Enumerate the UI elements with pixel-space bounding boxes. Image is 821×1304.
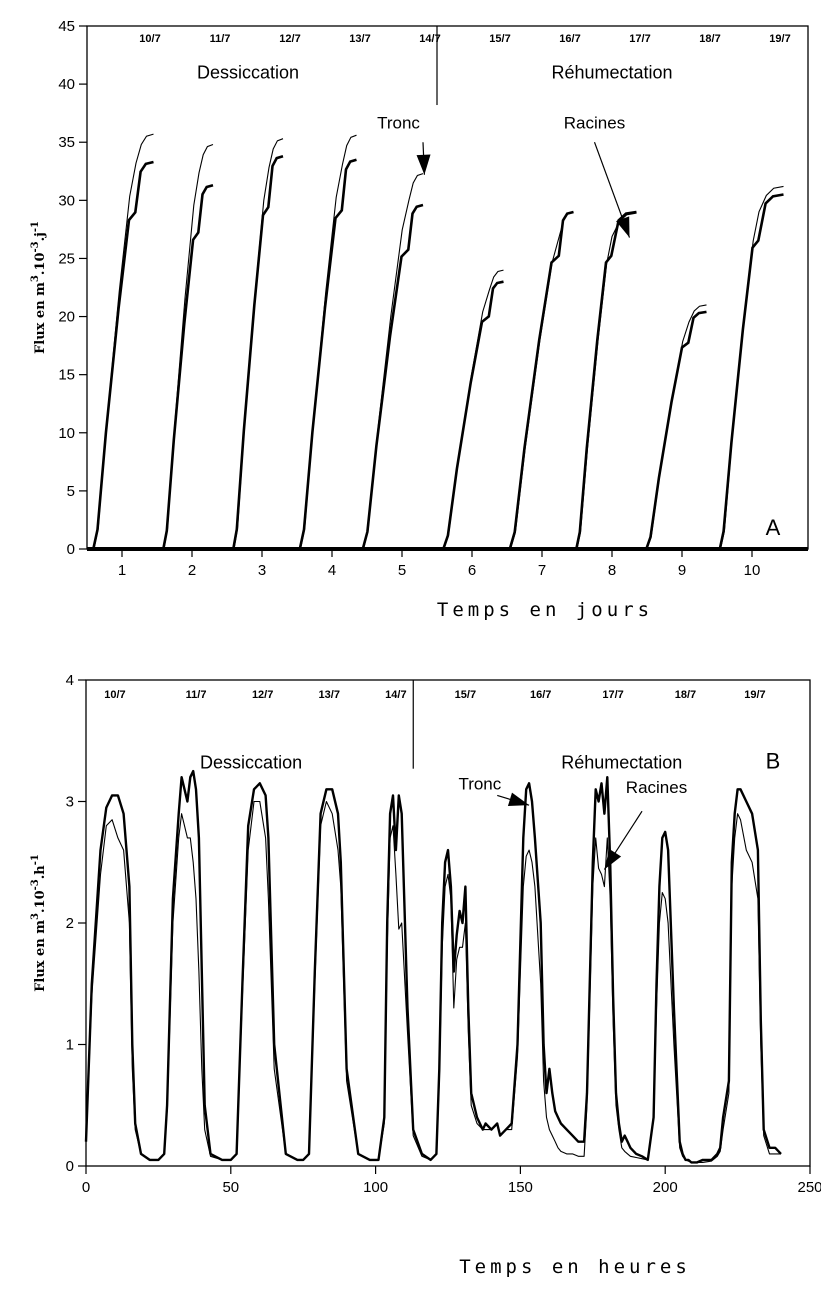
y-tick-label-b: 3 <box>66 794 74 811</box>
panel-letter-a: A <box>766 515 781 540</box>
curve-thick-day-3 <box>232 154 284 550</box>
annotation-label-b: Tronc <box>458 774 501 793</box>
y-tick-label-a: 20 <box>58 309 75 326</box>
annotation-arrow-b-head <box>604 848 622 870</box>
curve-thick-day-5 <box>361 203 424 550</box>
annotation-arrow-a-head <box>416 154 431 175</box>
y-tick-label-a: 15 <box>58 367 75 384</box>
date-label-b: 17/7 <box>602 689 623 701</box>
x-tick-label-a: 9 <box>678 562 686 579</box>
phase-label-a: Réhumectation <box>551 62 672 82</box>
y-axis-label-a: Flux en m3.10-3.j-1 <box>30 221 48 354</box>
x-tick-label-a: 8 <box>608 562 616 579</box>
y-tick-label-a: 5 <box>67 483 75 500</box>
date-label-b: 10/7 <box>104 689 125 701</box>
x-tick-label-a: 7 <box>538 562 546 579</box>
y-tick-label-b: 4 <box>66 672 74 689</box>
panel-letter-b: B <box>766 749 781 774</box>
phase-label-b: Dessiccation <box>200 753 302 773</box>
x-tick-label-a: 5 <box>398 562 406 579</box>
curve-thick-day-6 <box>442 280 504 550</box>
date-label-a: 11/7 <box>210 33 231 45</box>
curve-thick-day-9 <box>645 310 707 550</box>
curve-thin-day-10 <box>719 185 784 550</box>
date-label-b: 13/7 <box>319 689 340 701</box>
date-label-b: 14/7 <box>385 689 406 701</box>
y-tick-label-b: 2 <box>66 915 74 932</box>
annotation-arrow-b-head <box>507 792 530 807</box>
plot-frame-b <box>85 679 811 1167</box>
x-tick-label-b: 250 <box>797 1179 821 1196</box>
curve-thin-day-9 <box>646 304 707 550</box>
y-tick-label-b: 1 <box>66 1037 74 1054</box>
phase-label-a: Dessiccation <box>197 62 299 82</box>
date-label-a: 17/7 <box>629 33 650 45</box>
date-label-a: 16/7 <box>559 33 580 45</box>
y-tick-label-a: 0 <box>67 541 75 558</box>
annotation-label-a: Racines <box>564 113 625 132</box>
curve-thin-day-3 <box>233 138 284 550</box>
annotation-label-b: Racines <box>626 778 687 797</box>
x-tick-label-b: 100 <box>363 1179 388 1196</box>
y-axis-label-b: Flux en m3.10-3.h-1 <box>30 854 48 992</box>
x-tick-label-a: 3 <box>258 562 266 579</box>
curve-thin-day-1 <box>93 133 154 550</box>
curve-thick-day-8 <box>575 210 637 550</box>
date-label-a: 13/7 <box>349 33 370 45</box>
date-label-a: 10/7 <box>139 33 160 45</box>
x-tick-label-a: 4 <box>328 562 336 579</box>
date-label-a: 14/7 <box>419 33 440 45</box>
x-tick-label-b: 0 <box>82 1179 90 1196</box>
x-axis-label-a: Temps en jours <box>437 599 653 621</box>
y-tick-label-a: 30 <box>58 192 75 209</box>
plot-frame-a <box>86 25 809 550</box>
date-label-b: 16/7 <box>530 689 551 701</box>
curve-thin-day-7 <box>509 211 574 550</box>
date-label-b: 19/7 <box>744 689 765 701</box>
curve-thick-day-1 <box>92 160 154 550</box>
date-label-b: 11/7 <box>186 689 207 701</box>
y-tick-label-a: 40 <box>58 76 75 93</box>
x-tick-label-a: 2 <box>188 562 196 579</box>
chart-b: 0 1 2 3 4 0 50 100 150 200 250 10/7 11/7 12/7 13/7 14/7… <box>30 672 821 1278</box>
series-line-racines <box>85 800 781 1163</box>
series-line-tronc <box>84 769 782 1164</box>
date-label-a: 18/7 <box>699 33 720 45</box>
curve-thick-day-7 <box>508 210 574 550</box>
y-tick-label-a: 45 <box>58 18 75 35</box>
x-tick-label-a: 1 <box>118 562 126 579</box>
x-axis-label-b: Temps en heures <box>459 1256 691 1278</box>
date-label-b: 18/7 <box>675 689 696 701</box>
phase-label-b: Réhumectation <box>561 753 682 773</box>
date-label-a: 15/7 <box>489 33 510 45</box>
curve-thick-day-2 <box>162 183 214 550</box>
x-tick-label-a: 6 <box>468 562 476 579</box>
x-tick-label-b: 200 <box>653 1179 678 1196</box>
curve-thick-day-4 <box>298 158 357 550</box>
y-tick-label-a: 25 <box>58 250 75 267</box>
annotation-arrow-a-head <box>616 216 630 238</box>
x-tick-label-b: 150 <box>508 1179 533 1196</box>
annotation-label-a: Tronc <box>377 113 420 132</box>
x-tick-label-b: 50 <box>222 1179 239 1196</box>
date-label-a: 19/7 <box>769 33 790 45</box>
y-tick-label-a: 35 <box>58 134 75 151</box>
date-label-b: 15/7 <box>455 689 476 701</box>
y-tick-label-b: 0 <box>66 1158 74 1175</box>
curve-thick-day-10 <box>718 193 784 550</box>
x-tick-label-a: 10 <box>744 562 761 579</box>
y-tick-label-a: 10 <box>58 425 75 442</box>
date-label-a: 12/7 <box>279 33 300 45</box>
date-label-b: 12/7 <box>252 689 273 701</box>
